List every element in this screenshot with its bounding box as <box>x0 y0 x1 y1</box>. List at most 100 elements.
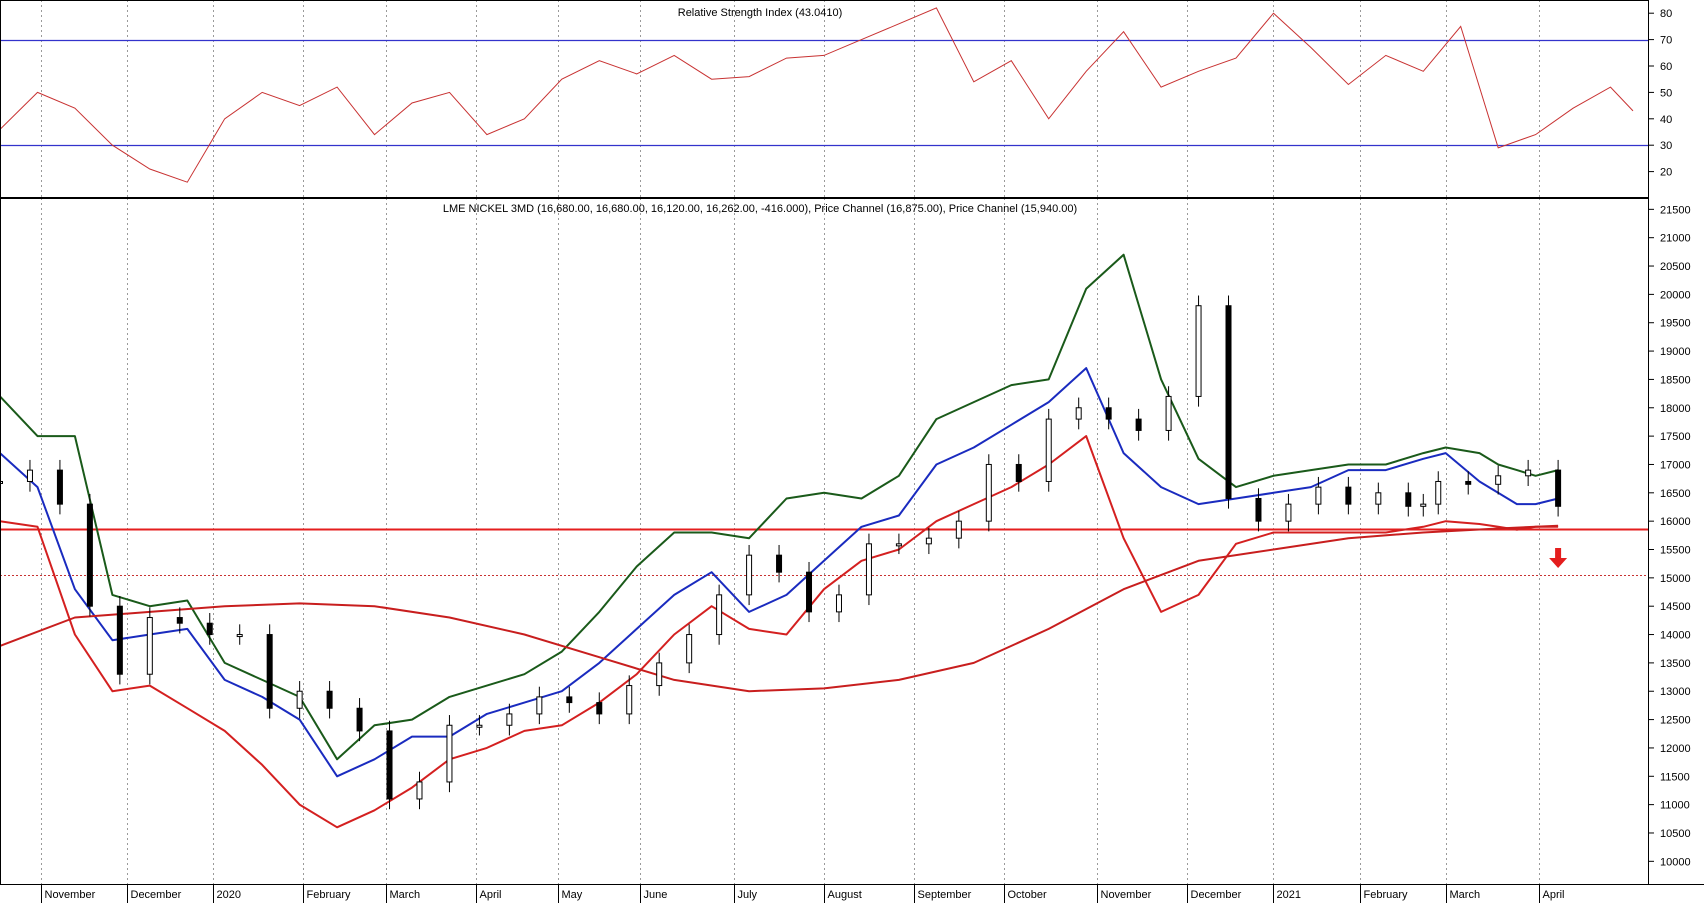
price-y-tick-label: 20500 <box>1660 261 1691 273</box>
candle-body <box>1285 503 1292 522</box>
price-horizontal-levels <box>0 528 1648 576</box>
rsi-y-axis: 20 30 40 50 60 70 80 <box>1648 8 1672 179</box>
price-y-tick-label: 19500 <box>1660 318 1691 330</box>
candle-body <box>1195 305 1202 397</box>
x-tick-label: November <box>45 889 96 901</box>
x-tick-label: February <box>307 889 352 901</box>
candle-body <box>506 713 513 726</box>
candle-body <box>236 634 243 638</box>
candle-body <box>0 480 3 484</box>
price-y-tick-label: 16500 <box>1660 488 1691 500</box>
x-tick-label: August <box>828 889 862 901</box>
price-y-tick-label: 17000 <box>1660 459 1691 471</box>
candle-body <box>835 594 842 613</box>
x-tick-label: September <box>918 889 972 901</box>
candle-body <box>206 622 213 636</box>
price-y-tick-label: 17500 <box>1660 431 1691 443</box>
x-tick-label: June <box>644 889 668 901</box>
candle-body <box>476 724 483 728</box>
candle-body <box>716 594 723 636</box>
rsi-panel-frame <box>0 0 1649 198</box>
price-y-tick-label: 11500 <box>1660 771 1690 783</box>
rsi-series <box>0 7 1634 183</box>
price-y-tick-label: 15000 <box>1660 573 1691 585</box>
candle-body <box>1495 475 1502 485</box>
candle-body <box>1315 486 1322 505</box>
candle-body <box>566 696 573 704</box>
candle-body <box>955 520 962 539</box>
candle-body <box>985 463 992 522</box>
price-y-tick-label: 13500 <box>1660 658 1691 670</box>
price-y-tick-label: 14500 <box>1660 601 1691 613</box>
price-y-tick-label: 11000 <box>1660 800 1690 812</box>
rsi-y-tick-label: 30 <box>1660 140 1672 152</box>
candle-body <box>656 662 663 687</box>
candle-body <box>806 571 813 613</box>
sell-signal-arrow-icon <box>1549 548 1568 568</box>
rsi-y-tick-label: 70 <box>1660 35 1672 47</box>
candle-body <box>1165 395 1172 431</box>
candle-body <box>416 781 423 800</box>
candle-body <box>1045 418 1052 482</box>
rsi-y-tick-label: 20 <box>1660 167 1672 179</box>
price-y-tick-label: 10000 <box>1660 856 1691 868</box>
candle-body <box>1075 407 1082 420</box>
candle-body <box>1435 480 1442 505</box>
candle-body <box>146 617 153 675</box>
x-tick-label: October <box>1008 889 1047 901</box>
price-line <box>0 524 1559 693</box>
price-y-tick-label: 18500 <box>1660 374 1691 386</box>
x-tick-label: March <box>390 889 421 901</box>
candle-body <box>1405 492 1412 507</box>
price-y-tick-label: 14000 <box>1660 630 1691 642</box>
price-line <box>0 435 1559 829</box>
candle-body <box>536 696 543 715</box>
candle-body <box>446 724 453 783</box>
x-axis: November December 2020 February March April Ma… <box>41 884 1565 903</box>
rsi-y-tick-label: 80 <box>1660 8 1672 20</box>
candle-body <box>1465 480 1472 485</box>
candle-body <box>1525 469 1532 477</box>
price-y-tick-label: 12500 <box>1660 715 1691 727</box>
candle-body <box>925 537 932 545</box>
candle-body <box>86 503 93 607</box>
x-tick-label: February <box>1364 889 1409 901</box>
candle-body <box>116 605 123 675</box>
sell-signal-arrow <box>1549 548 1568 568</box>
price-y-axis: 10000 10500 11000 11500 12000 12500 13000 13500… <box>1648 204 1691 868</box>
x-tick-label: April <box>480 889 502 901</box>
price-panel: 10000 10500 11000 11500 12000 12500 13000 13500… <box>0 198 1691 884</box>
rsi-gridlines <box>41 0 1540 198</box>
candle-body <box>296 690 303 709</box>
candle-body <box>56 469 63 505</box>
rsi-reference-lines <box>0 39 1648 147</box>
price-y-tick-label: 19000 <box>1660 346 1691 358</box>
candle-body <box>326 690 333 709</box>
rsi-y-tick-label: 60 <box>1660 61 1672 73</box>
candle-body <box>626 685 633 715</box>
candle-body <box>776 554 783 573</box>
rsi-title: Relative Strength Index (43.0410) <box>678 7 843 19</box>
candle-body <box>865 543 872 596</box>
candle-body <box>596 702 603 715</box>
x-tick-label: May <box>562 889 583 901</box>
candle-body <box>895 543 902 547</box>
price-title: LME NICKEL 3MD (16,680.00, 16,680.00, 16… <box>443 203 1077 215</box>
candle-body <box>1105 407 1112 420</box>
candle-body <box>176 617 183 624</box>
price-y-tick-label: 12000 <box>1660 743 1691 755</box>
price-y-tick-label: 15500 <box>1660 545 1691 557</box>
candle-body <box>1135 418 1142 431</box>
candle-body <box>1375 492 1382 505</box>
rsi-y-tick-label: 50 <box>1660 87 1672 99</box>
rsi-line <box>0 7 1634 183</box>
x-tick-label: November <box>1101 889 1152 901</box>
x-tick-label: March <box>1450 889 1481 901</box>
rsi-panel: 20 30 40 50 60 70 80 Relative Strength Index (… <box>0 0 1672 198</box>
price-line <box>0 253 1559 761</box>
candle-body <box>686 634 693 664</box>
candle-body <box>746 554 753 596</box>
candle-body <box>266 634 273 709</box>
